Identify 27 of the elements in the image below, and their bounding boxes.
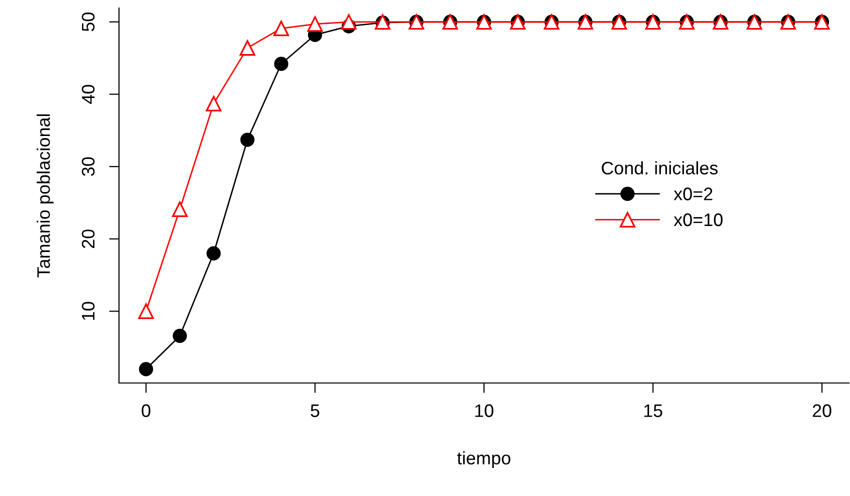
point: [172, 201, 188, 218]
x-tick-label: 10: [475, 404, 494, 418]
point: [341, 14, 357, 30]
point: [138, 362, 154, 376]
x-axis-title: tiempo: [457, 451, 510, 468]
legend-label: x0=10: [674, 213, 723, 226]
y-axis-title: Tamanio poblacional: [36, 114, 54, 278]
point: [307, 16, 323, 32]
point: [206, 246, 221, 260]
y-tick-label: 30: [82, 157, 95, 176]
point: [240, 40, 256, 56]
x-tick-label: 20: [812, 404, 832, 418]
y-tick-label: 10: [82, 302, 95, 320]
point: [273, 20, 289, 36]
y-tick-label: 40: [82, 84, 95, 104]
legend-title: Cond. iniciales: [602, 161, 718, 174]
point: [138, 303, 154, 320]
point: [240, 132, 255, 147]
x-tick-label: 5: [310, 404, 320, 418]
y-tick-label: 50: [82, 12, 95, 32]
point: [206, 96, 222, 112]
point: [172, 328, 187, 343]
legend-label: x0=2: [674, 188, 712, 200]
y-tick-label: 20: [82, 230, 95, 248]
x-tick-label: 0: [142, 404, 150, 418]
x-tick-label: 15: [644, 404, 662, 418]
point: [274, 56, 288, 71]
